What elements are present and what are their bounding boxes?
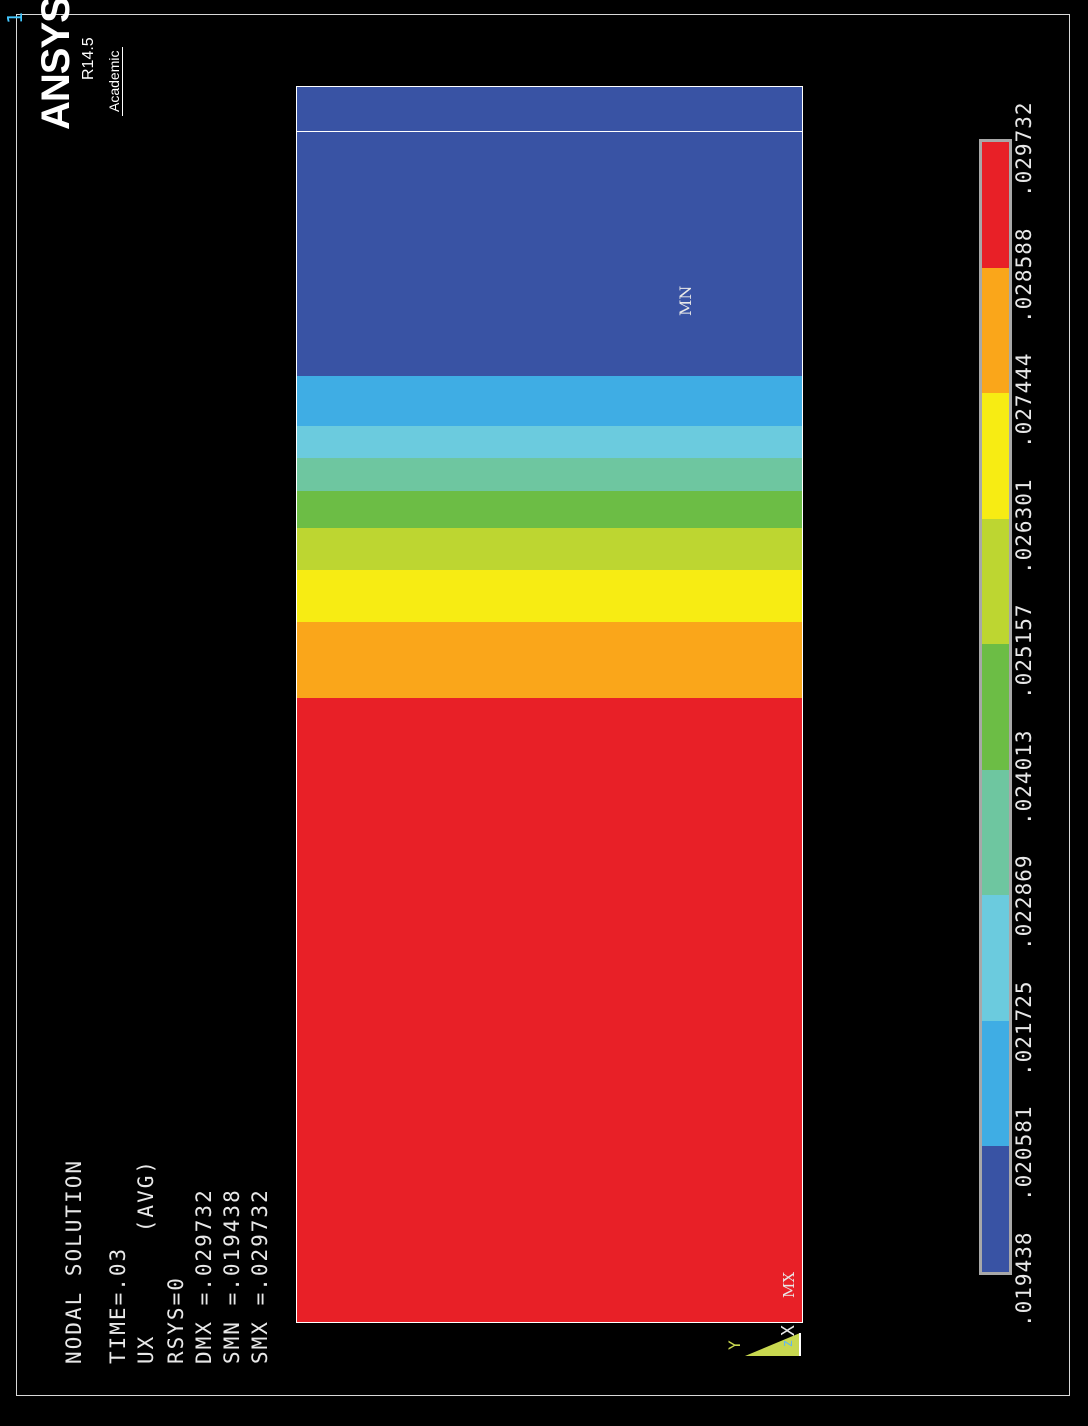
result-title: NODAL SOLUTION <box>62 1158 86 1364</box>
legend-color-block <box>982 142 1009 268</box>
coordinate-triad: Z Y <box>725 1333 801 1356</box>
element-boundary-line <box>296 131 803 132</box>
rsys-value: RSYS=0 <box>164 1276 188 1364</box>
graphics-window <box>16 14 1070 1396</box>
version-label: R14.5 <box>80 37 97 80</box>
legend-color-block <box>982 769 1009 896</box>
legend-color-bar <box>979 139 1012 1275</box>
contour-band <box>296 698 803 1323</box>
contour-band <box>296 86 803 376</box>
legend-tick-label: .021725 <box>1012 980 1036 1076</box>
contour-band <box>296 458 803 491</box>
triad-z-label: Z <box>782 1340 795 1347</box>
legend-tick-label: .020581 <box>1012 1105 1036 1202</box>
legend-color-block <box>982 644 1009 770</box>
legend-color-block <box>982 518 1009 645</box>
smx-value: SMX =.029732 <box>248 1188 272 1364</box>
dmx-value: DMX =.029732 <box>192 1188 216 1364</box>
contour-band <box>296 491 803 528</box>
contour-plot: MN MX <box>296 86 803 1323</box>
contour-band <box>296 376 803 426</box>
legend-color-block <box>982 393 1009 519</box>
legend-color-block <box>982 1146 1009 1272</box>
min-marker: MN <box>676 285 695 316</box>
triad-x-label: X <box>778 1325 799 1336</box>
max-marker: MX <box>780 1271 798 1298</box>
result-component: UX (AVG) <box>134 1158 158 1364</box>
edition-label: Academic <box>106 46 123 116</box>
legend-color-block <box>982 267 1009 394</box>
contour-band <box>296 622 803 698</box>
legend-color-block <box>982 1020 1009 1147</box>
ansys-logo: ANSYS <box>34 0 78 130</box>
contour-band <box>296 426 803 458</box>
legend-tick-label: .027444 <box>1012 352 1036 449</box>
triad-axis-icon <box>745 1333 800 1356</box>
legend-tick-label: .029732 <box>1012 101 1036 197</box>
smn-value: SMN =.019438 <box>220 1188 244 1364</box>
triad-y-label: Y <box>725 1340 744 1350</box>
legend-color-block <box>982 895 1009 1021</box>
legend-tick-label: .022869 <box>1012 854 1036 951</box>
time-value: TIME=.03 <box>106 1246 130 1364</box>
legend-tick-label: .025157 <box>1012 603 1036 700</box>
legend-tick-label: .019438 <box>1012 1231 1036 1327</box>
legend-tick-label: .024013 <box>1012 729 1036 825</box>
legend-tick-label: .026301 <box>1012 478 1036 574</box>
contour-band <box>296 528 803 570</box>
window-number: 1 <box>3 11 27 24</box>
legend-tick-label: .028588 <box>1012 227 1036 323</box>
contour-band <box>296 570 803 622</box>
